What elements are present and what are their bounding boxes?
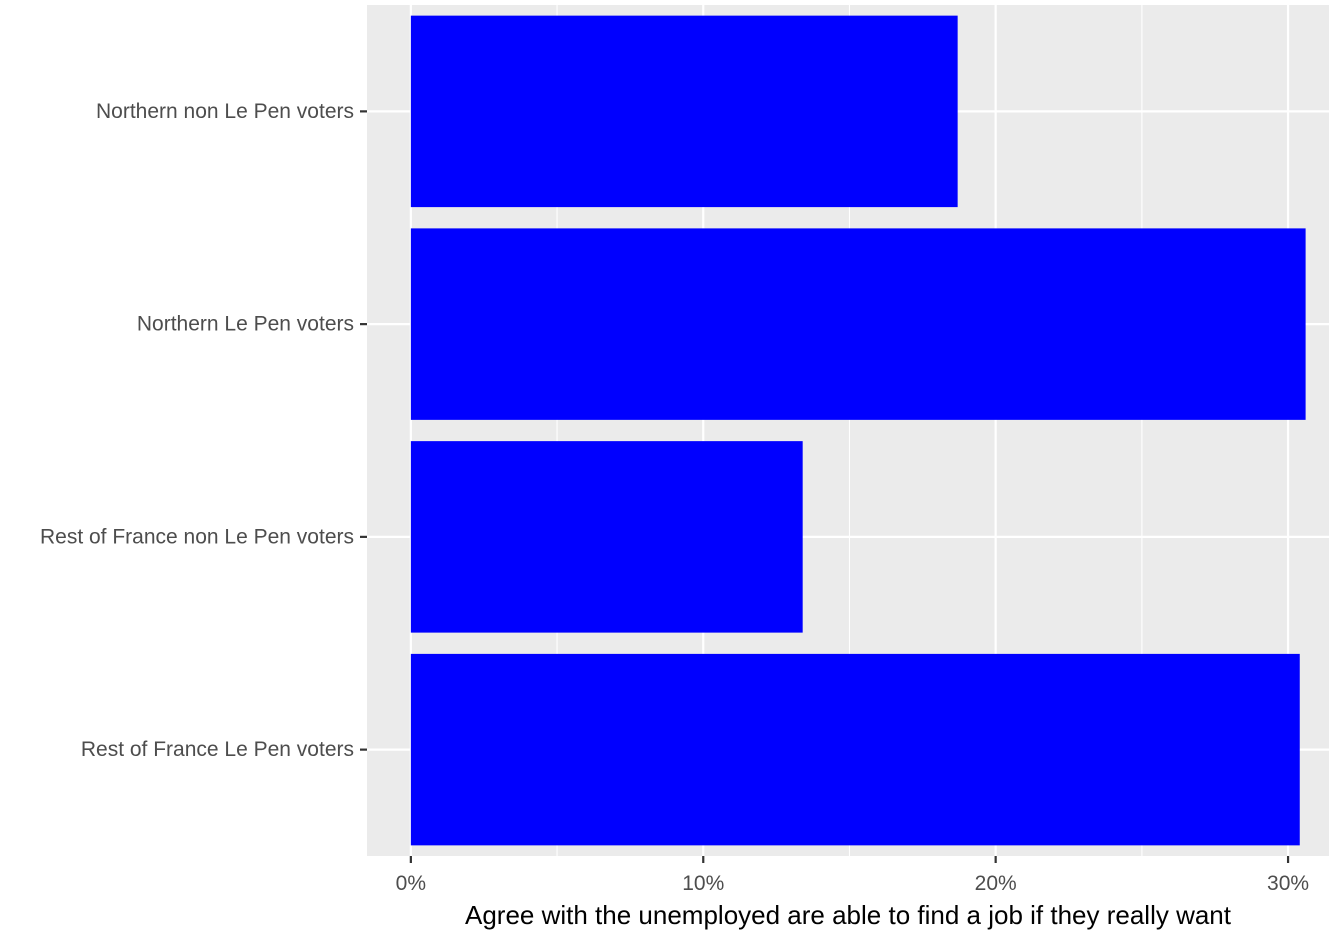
x-axis-title: Agree with the unemployed are able to fi… — [465, 900, 1232, 930]
bar-1 — [410, 228, 1306, 420]
x-axis: 0% 10% 20% 30% — [396, 856, 1309, 895]
bar-0 — [410, 15, 958, 208]
x-tick-label-0: 0% — [396, 872, 426, 895]
x-tick-label-3: 30% — [1267, 872, 1309, 895]
y-tick-label-2: Rest of France non Le Pen voters — [40, 525, 354, 548]
x-tick-label-2: 20% — [975, 872, 1017, 895]
x-tick-label-1: 10% — [682, 872, 724, 895]
y-tick-label-3: Rest of France Le Pen voters — [81, 738, 354, 761]
bar-3 — [410, 653, 1300, 846]
y-tick-label-0: Northern non Le Pen voters — [96, 100, 354, 123]
bars — [410, 15, 1306, 846]
y-tick-label-1: Northern Le Pen voters — [137, 313, 354, 336]
bar-2 — [410, 441, 803, 633]
y-axis: Northern non Le Pen voters Northern Le Pe… — [40, 100, 367, 761]
